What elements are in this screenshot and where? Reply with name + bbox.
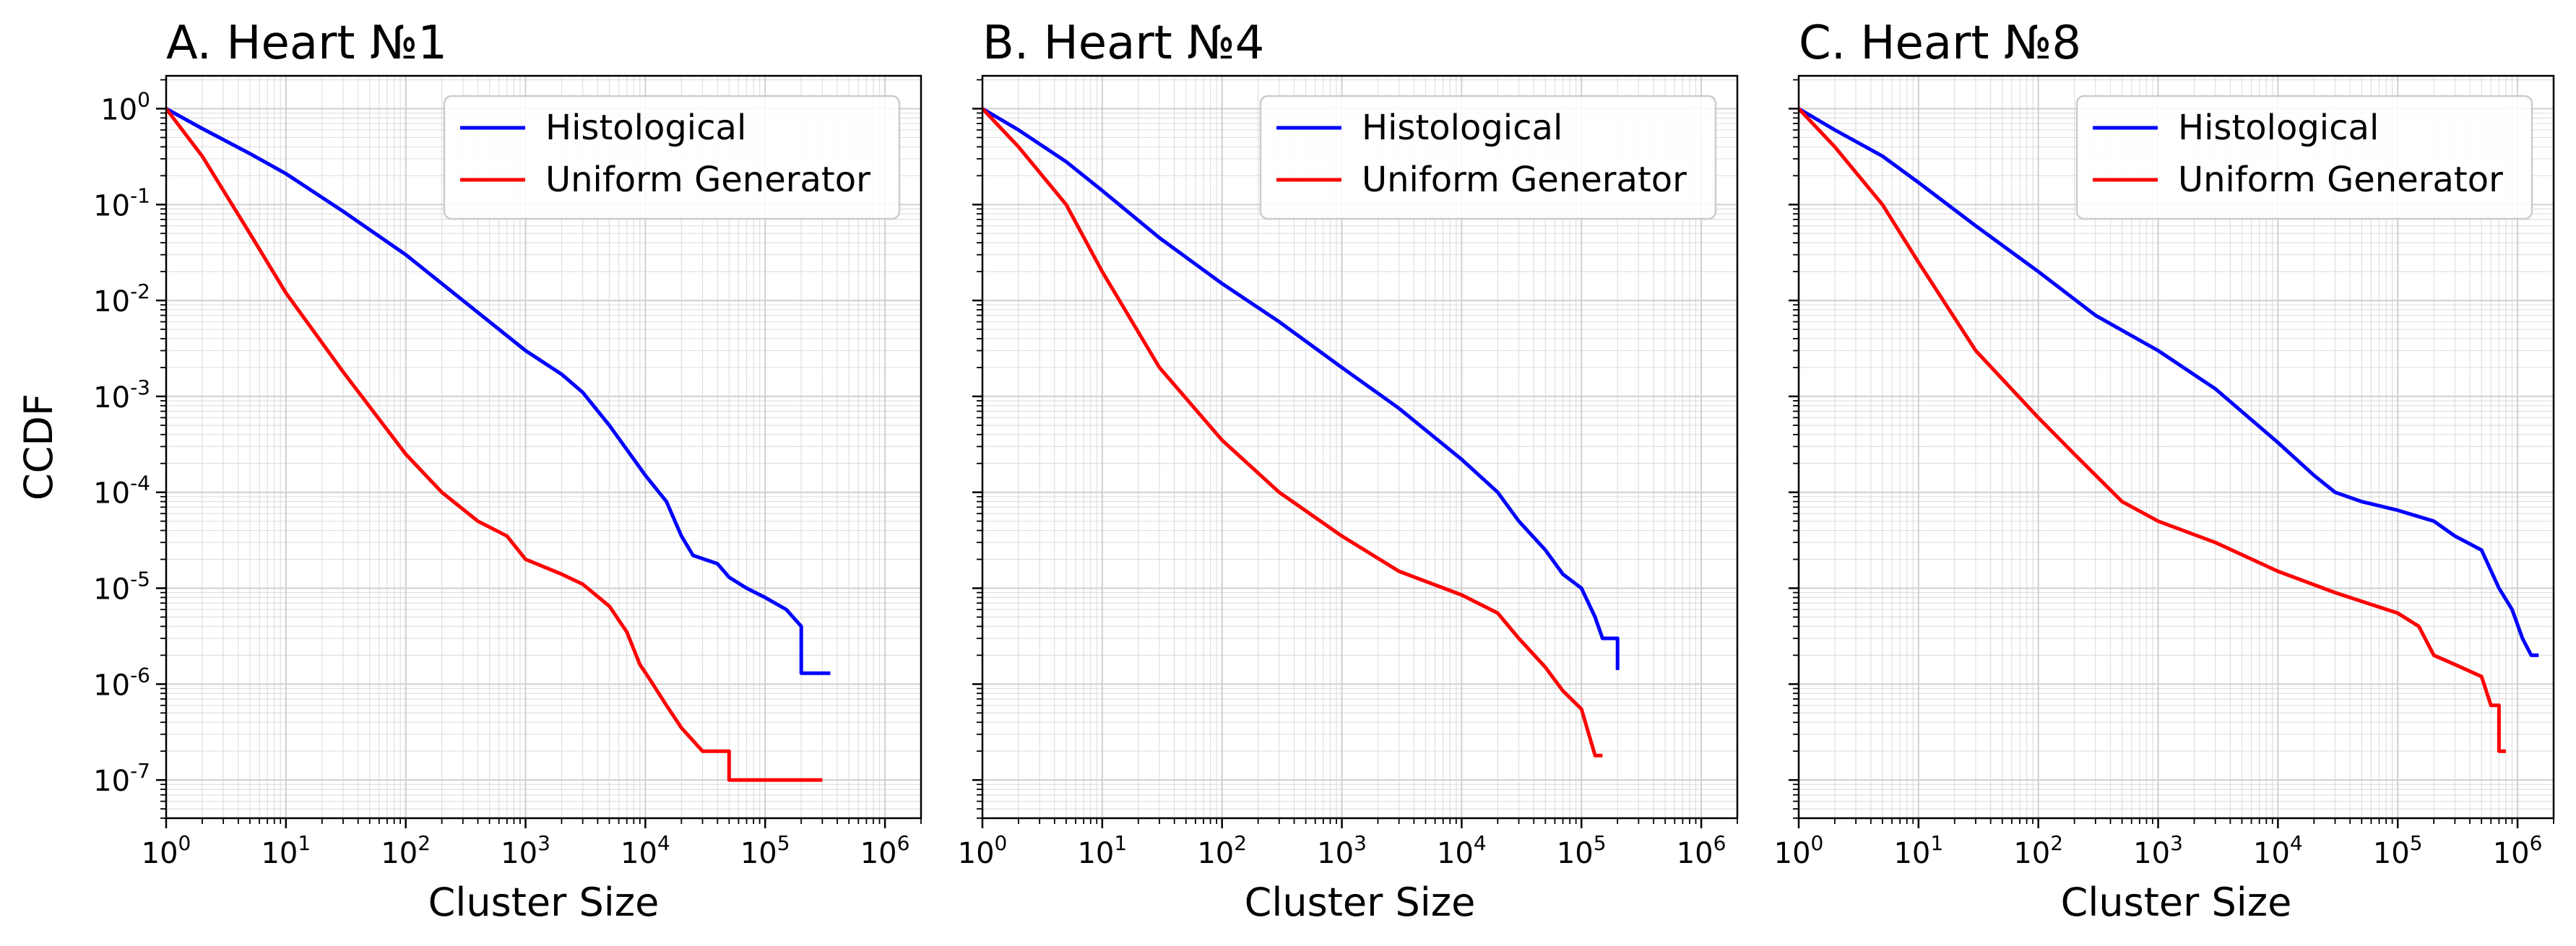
x-tick-label: 104: [1437, 831, 1487, 870]
x-axis-label: Cluster Size: [428, 880, 660, 925]
x-tick-label: 104: [2253, 831, 2303, 870]
y-tick-label: 10-5: [93, 568, 150, 607]
y-tick-label: 100: [100, 87, 150, 126]
x-tick-label: 101: [1893, 831, 1943, 870]
x-tick-label: 101: [1077, 831, 1127, 870]
x-tick-label: 100: [958, 831, 1008, 870]
legend-entry: Histological: [545, 108, 746, 148]
series-line-uniform-generator: [166, 107, 823, 782]
x-tick-label: 106: [2493, 831, 2543, 870]
legend-entry: Uniform Generator: [545, 160, 870, 200]
legend-entry: Histological: [2178, 108, 2379, 148]
y-tick-label: 10-1: [93, 183, 150, 222]
x-tick-label: 102: [1197, 831, 1247, 870]
y-tick-label: 10-3: [93, 376, 150, 415]
chart-panel-1: 100 101 102 103 104 105 106 100 10-1 10-2 10-3 10-4…: [16, 17, 922, 925]
chart-panel-2: 100 101 102 103 104 105 106 B. Heart №4 Cluster …: [958, 17, 1739, 925]
y-tick-label: 10-6: [93, 663, 150, 702]
x-tick-label: 102: [2013, 831, 2063, 870]
series-line-histological: [982, 107, 1620, 670]
legend-box: [443, 95, 901, 220]
panel-title: B. Heart №4: [982, 17, 1264, 70]
legend-box: [2075, 95, 2533, 220]
y-tick-label: 10-2: [93, 279, 150, 318]
x-tick-label: 103: [501, 831, 550, 870]
x-axis-label: Cluster Size: [1245, 880, 1476, 925]
panel-title: A. Heart №1: [166, 17, 447, 70]
y-tick-label: 10-4: [93, 472, 150, 511]
x-tick-label: 105: [740, 831, 790, 870]
x-tick-label: 106: [860, 831, 910, 870]
legend-entry: Uniform Generator: [2178, 160, 2503, 200]
legend-box: [1259, 95, 1717, 220]
x-tick-label: 102: [381, 831, 431, 870]
legend: Histological Uniform Generator: [2075, 95, 2533, 220]
x-tick-label: 100: [142, 831, 191, 870]
grid-lines: [1799, 76, 2554, 818]
x-tick-label: 105: [2373, 831, 2423, 870]
y-tick-label: 10-7: [93, 759, 150, 798]
legend-entry: Uniform Generator: [1362, 160, 1687, 200]
chart-panel-3: 100 101 102 103 104 105 106 C. Heart №8 Cluster …: [1774, 17, 2555, 925]
y-axis-label: CCDF: [16, 394, 61, 500]
panel-title: C. Heart №8: [1799, 17, 2081, 70]
series-line-uniform-generator: [1799, 107, 2506, 753]
x-tick-label: 106: [1677, 831, 1726, 870]
x-axis-label: Cluster Size: [2061, 880, 2292, 925]
series-line-uniform-generator: [982, 107, 1603, 758]
x-tick-label: 103: [2133, 831, 2183, 870]
x-tick-label: 103: [1317, 831, 1367, 870]
legend: Histological Uniform Generator: [1259, 95, 1717, 220]
x-tick-label: 104: [621, 831, 670, 870]
legend: Histological Uniform Generator: [443, 95, 901, 220]
x-tick-label: 100: [1774, 831, 1824, 870]
series-line-histological: [166, 107, 831, 675]
legend-entry: Histological: [1362, 108, 1563, 148]
x-tick-label: 105: [1557, 831, 1607, 870]
series-line-histological: [1799, 107, 2539, 657]
x-tick-label: 101: [261, 831, 311, 870]
